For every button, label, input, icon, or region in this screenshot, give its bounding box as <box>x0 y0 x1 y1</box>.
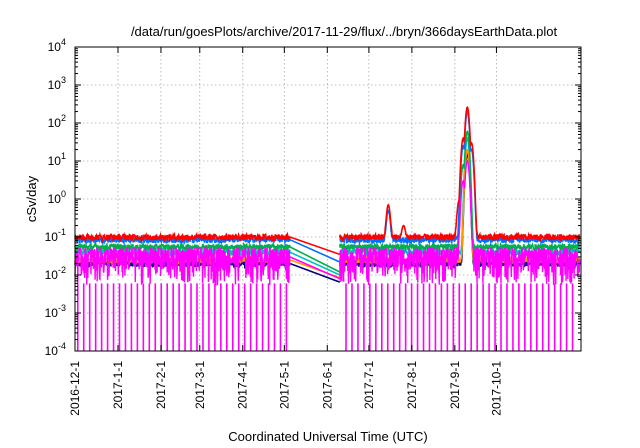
chart-title: /data/run/goesPlots/archive/2017-11-29/f… <box>131 24 558 39</box>
y-tick-base: 10 <box>48 116 62 130</box>
y-tick-exponent: 1 <box>61 151 66 161</box>
y-tick-base: 10 <box>45 230 59 244</box>
x-tick-label: 2017-7-1 <box>362 361 376 409</box>
x-tick-label: 2017-1-1 <box>111 361 125 409</box>
y-tick-exponent: 0 <box>61 189 66 199</box>
gap-connector <box>289 262 341 283</box>
y-tick-exponent: -1 <box>58 227 66 237</box>
y-tick-base: 10 <box>48 154 62 168</box>
y-tick-label: 104 <box>48 37 66 54</box>
x-tick-label: 2016-12-1 <box>68 361 82 416</box>
series-layer <box>74 105 581 351</box>
y-tick-base: 10 <box>48 40 62 54</box>
x-tick-label: 2017-3-1 <box>193 361 207 409</box>
y-tick-label: 101 <box>48 151 66 168</box>
y-tick-exponent: -2 <box>58 265 66 275</box>
y-tick-exponent: 2 <box>61 113 66 123</box>
y-tick-exponent: 3 <box>61 75 66 85</box>
gap-connector <box>289 251 341 276</box>
series-line <box>74 105 581 244</box>
x-tick-label: 2017-8-1 <box>405 361 419 409</box>
y-tick-base: 10 <box>45 344 59 358</box>
gap-connector <box>289 236 341 256</box>
series-line <box>74 159 581 287</box>
y-tick-exponent: -4 <box>58 341 66 351</box>
y-tick-exponent: 4 <box>61 37 66 47</box>
series-6 <box>74 159 581 351</box>
y-tick-base: 10 <box>45 268 59 282</box>
x-axis-label: Coordinated Universal Time (UTC) <box>228 429 427 444</box>
x-tick-label: 2017-5-1 <box>277 361 291 409</box>
y-tick-label: 102 <box>48 113 66 130</box>
y-tick-exponent: -3 <box>58 303 66 313</box>
x-tick-label: 2017-4-1 <box>236 361 250 409</box>
y-tick-label: 103 <box>48 75 66 92</box>
gap-connector <box>289 246 341 273</box>
x-tick-label: 2017-6-1 <box>320 361 334 409</box>
series-0 <box>74 105 581 256</box>
y-tick-label: 10-4 <box>45 341 66 358</box>
x-axis-ticks: 2016-12-1 2017-1-1 2017-2-1 2017-3-1 2017-4-… <box>68 47 503 416</box>
gap-connector <box>289 256 341 280</box>
dropout-spikes <box>76 283 574 351</box>
x-tick-label: 2017-9-1 <box>448 361 462 409</box>
y-tick-label: 10-1 <box>45 227 66 244</box>
y-axis-label: cSv/day <box>24 175 39 222</box>
gap-connector <box>289 238 341 263</box>
x-tick-label: 2017-2-1 <box>154 361 168 409</box>
y-tick-base: 10 <box>45 306 59 320</box>
y-tick-base: 10 <box>48 192 62 206</box>
y-tick-label: 10-3 <box>45 303 66 320</box>
y-tick-base: 10 <box>48 78 62 92</box>
y-tick-label: 10-2 <box>45 265 66 282</box>
y-tick-label: 100 <box>48 189 66 206</box>
x-tick-label: 2017-10-1 <box>489 361 503 416</box>
grid <box>75 47 581 351</box>
